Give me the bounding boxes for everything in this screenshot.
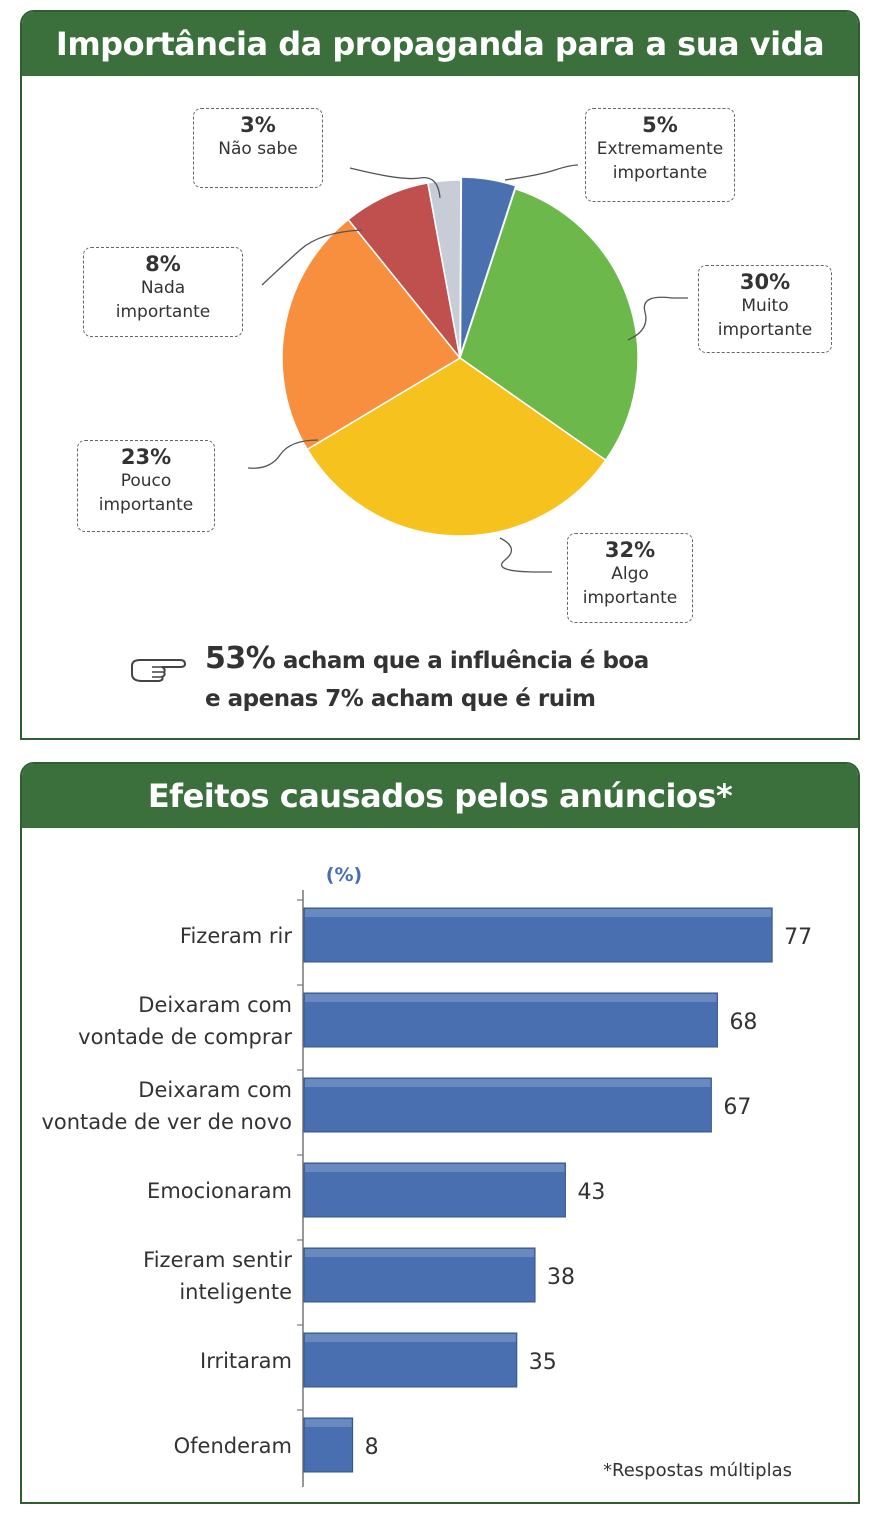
pie-slice-pouco-importante bbox=[281, 218, 462, 451]
bar-highlight bbox=[305, 1164, 565, 1172]
callout-nada: 8% Nada importante bbox=[83, 247, 243, 337]
bar-highlight bbox=[305, 909, 772, 917]
bar-value-label: 43 bbox=[577, 1180, 605, 1205]
bar-irritaram bbox=[303, 1332, 518, 1388]
pie-chart bbox=[247, 164, 688, 573]
leader-line bbox=[504, 164, 579, 181]
bar-value-label: 8 bbox=[365, 1435, 379, 1460]
callout-pouco: 23% Pouco importante bbox=[77, 440, 215, 532]
pie-slice-muito-importante bbox=[459, 187, 639, 462]
pie-category-label: Nada importante bbox=[115, 278, 211, 322]
bar-unit-label: (%) bbox=[326, 864, 362, 886]
note-line2: e apenas 7% acham que é ruim bbox=[205, 686, 596, 712]
bar-fizeram-rir bbox=[303, 907, 773, 963]
bar-ofenderam bbox=[303, 1417, 354, 1473]
leader-line bbox=[261, 229, 363, 286]
bar-highlight bbox=[305, 1249, 535, 1257]
bar-category-label: Deixaram com vontade de comprar bbox=[78, 993, 292, 1049]
pie-chart-title: Importância da propaganda para a sua vid… bbox=[22, 12, 858, 76]
bar-deixaram-com-vontade-de-ver-de-novo bbox=[303, 1077, 712, 1133]
pie-pct-label: 32% bbox=[604, 538, 656, 562]
bar-highlight bbox=[305, 1419, 352, 1427]
bar-highlight bbox=[305, 1079, 711, 1087]
callout-algo: 32% Algo importante bbox=[567, 533, 693, 623]
bar-chart-title: Efeitos causados pelos anúncios* bbox=[22, 764, 858, 828]
pie-category-label: Pouco importante bbox=[98, 471, 194, 515]
bar-category-label: Irritaram bbox=[200, 1349, 292, 1373]
pie-category-label: Algo importante bbox=[582, 564, 678, 608]
bar-footnote: *Respostas múltiplas bbox=[603, 1460, 792, 1481]
bar-value-label: 67 bbox=[723, 1095, 751, 1120]
pie-category-label: Muito importante bbox=[717, 296, 813, 340]
influence-note: 53% acham que a influência é boa e apena… bbox=[205, 640, 649, 718]
leader-line bbox=[627, 296, 688, 341]
pie-slice-extremamente-importante bbox=[459, 176, 517, 356]
callout-muito: 30% Muito importante bbox=[698, 265, 832, 353]
pointing-hand-icon bbox=[131, 659, 187, 682]
bar-value-label: 68 bbox=[729, 1010, 757, 1035]
bar-category-label: Fizeram rir bbox=[180, 924, 292, 948]
bar-deixaram-com-vontade-de-comprar bbox=[303, 992, 718, 1048]
note-line1: acham que a influência é boa bbox=[275, 648, 649, 674]
bar-category-label: Deixaram com vontade de ver de novo bbox=[41, 1078, 292, 1134]
pie-pct-label: 3% bbox=[240, 113, 276, 137]
bar-emocionaram bbox=[303, 1162, 566, 1218]
pie-pct-label: 23% bbox=[120, 445, 172, 469]
pie-slice-algo-importante bbox=[306, 357, 607, 537]
bar-category-label: Ofenderam bbox=[174, 1434, 292, 1458]
callout-nao-sabe: 3% Não sabe bbox=[193, 108, 323, 188]
bar-value-label: 35 bbox=[529, 1350, 557, 1375]
bar-value-label: 38 bbox=[547, 1265, 575, 1290]
leader-line bbox=[349, 167, 441, 199]
bar-highlight bbox=[305, 994, 717, 1002]
leader-line bbox=[247, 439, 319, 469]
bar-value-label: 77 bbox=[784, 925, 812, 950]
pie-slice-nao-sabe bbox=[426, 179, 462, 359]
note-highlight: 53% bbox=[205, 641, 276, 676]
leader-line bbox=[499, 537, 552, 573]
pie-pct-label: 30% bbox=[739, 270, 791, 294]
pie-category-label: Extremamente importante bbox=[596, 139, 724, 183]
bar-category-label: Fizeram sentir inteligente bbox=[143, 1248, 292, 1304]
bar-highlight bbox=[305, 1334, 516, 1342]
bar-fizeram-sentir-inteligente bbox=[303, 1247, 536, 1303]
pie-pct-label: 5% bbox=[642, 113, 678, 137]
pie-category-label: Não sabe bbox=[218, 139, 298, 159]
bar-category-label: Emocionaram bbox=[147, 1179, 292, 1203]
callout-extremamente: 5% Extremamente importante bbox=[585, 108, 735, 202]
pie-pct-label: 8% bbox=[145, 252, 181, 276]
